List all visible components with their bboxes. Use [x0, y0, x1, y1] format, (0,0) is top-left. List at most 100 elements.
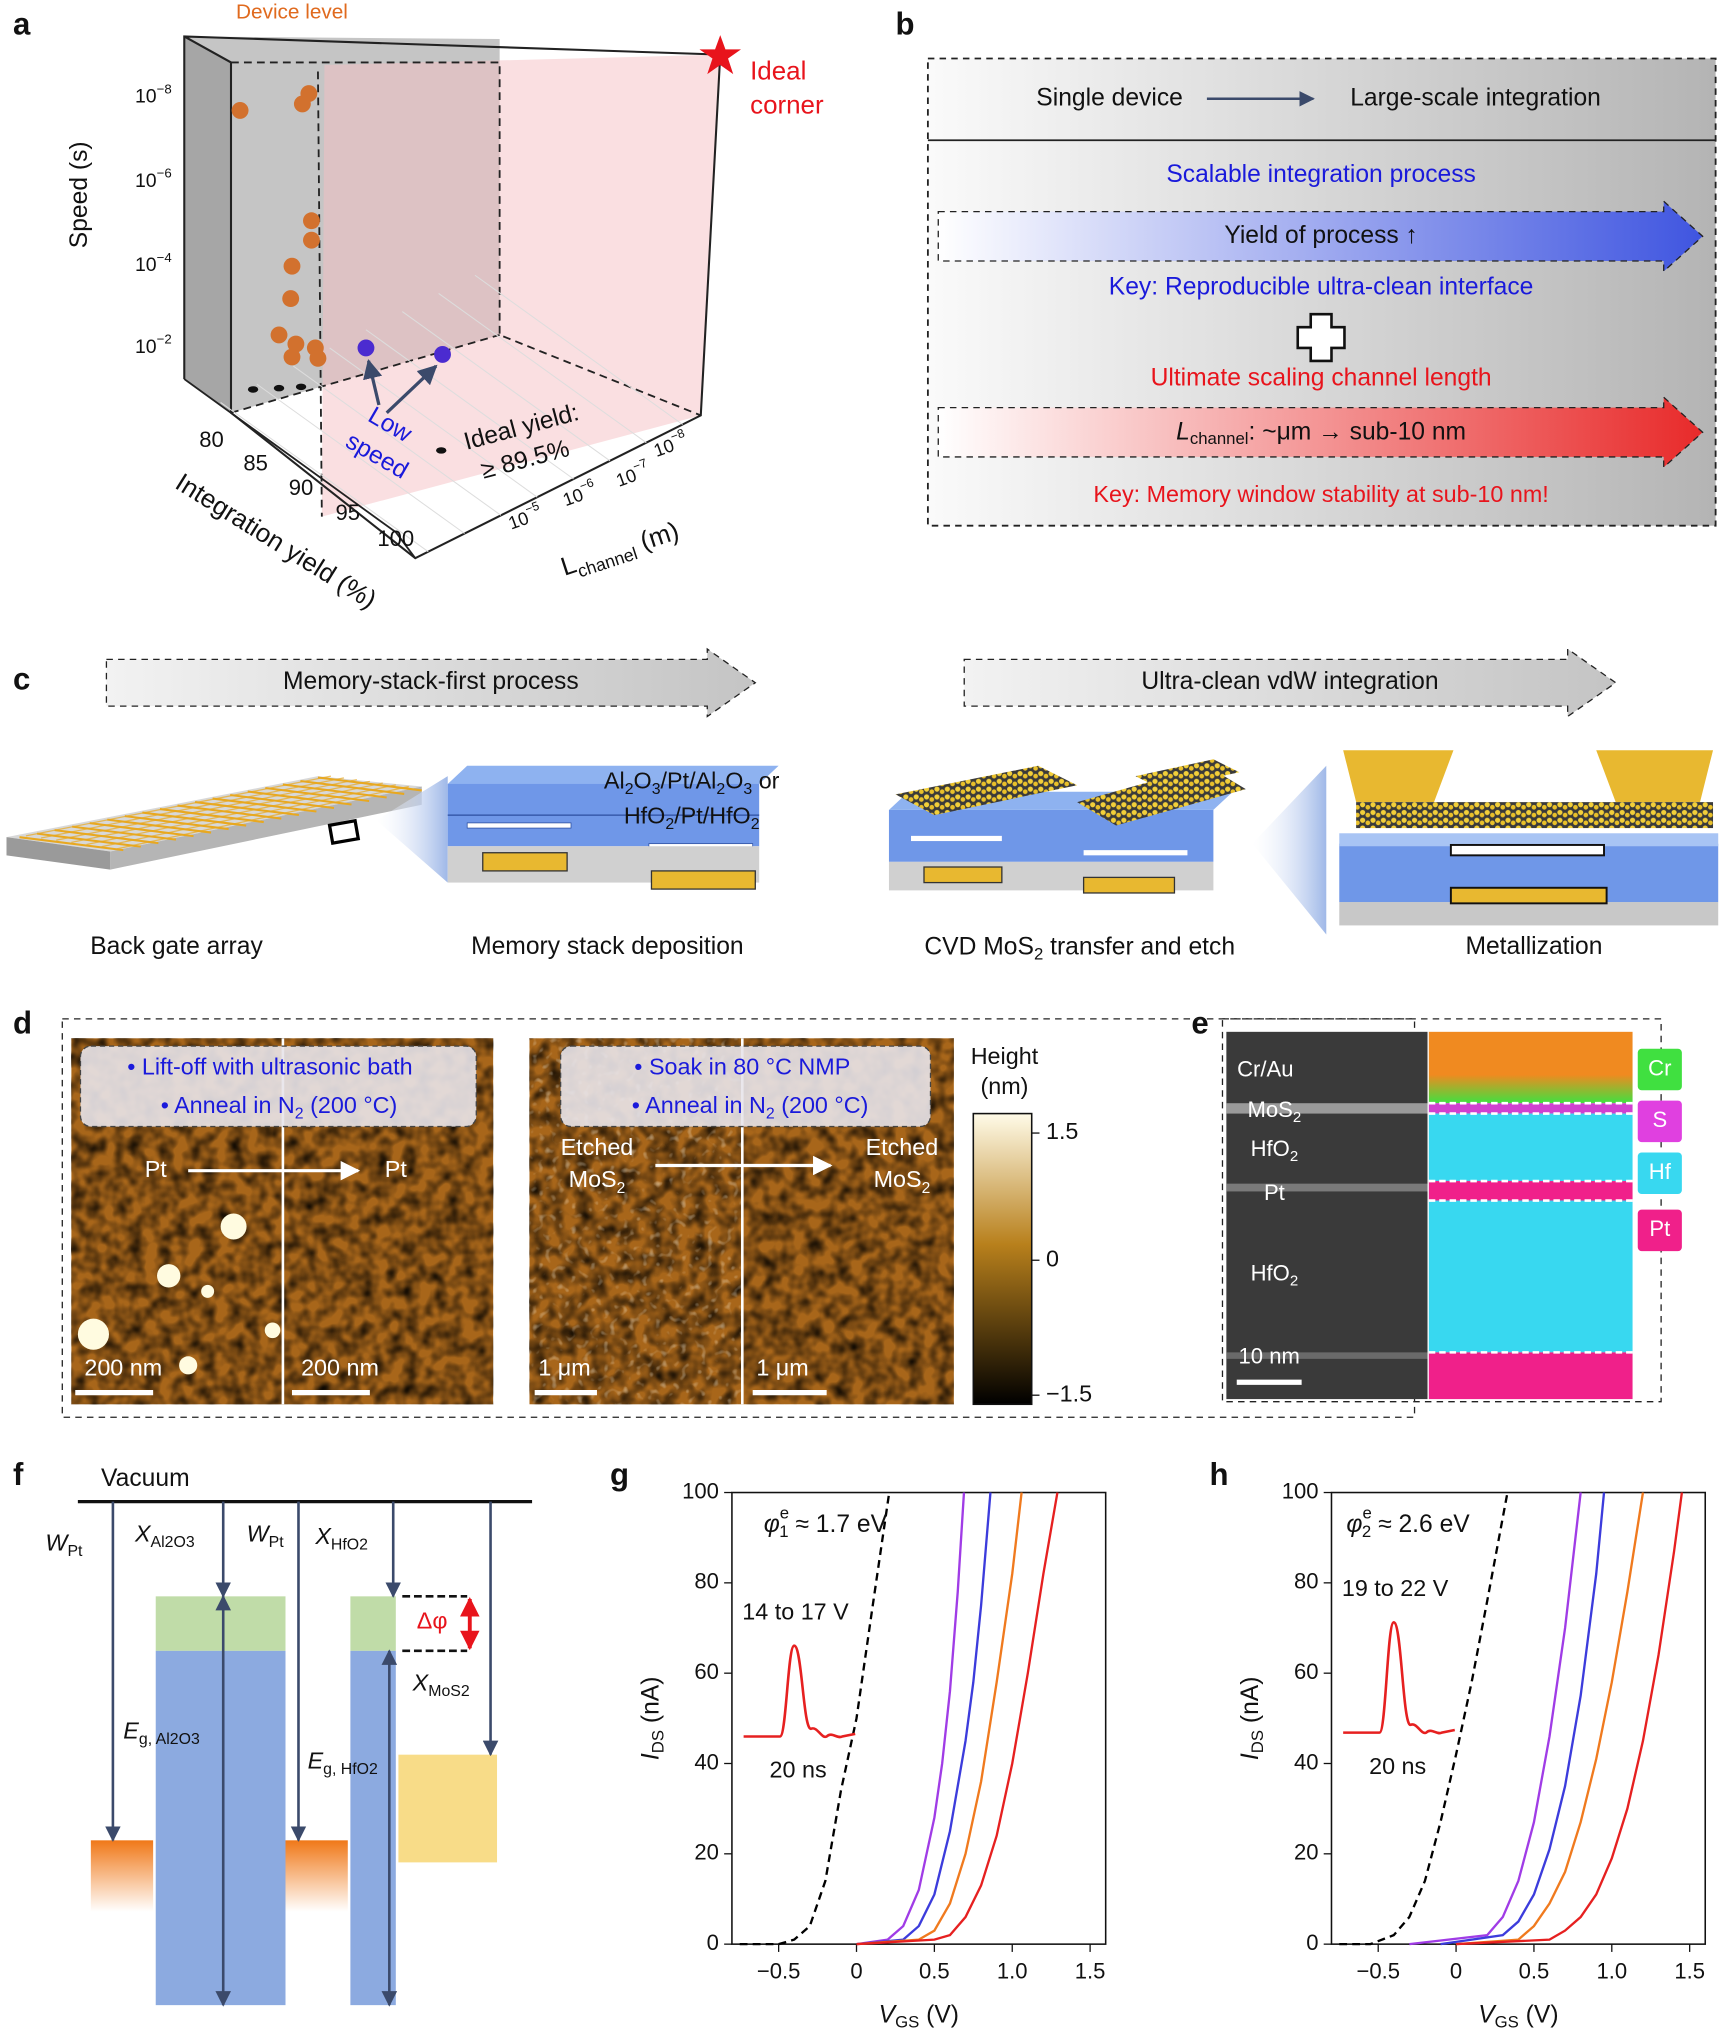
text-part: (nA): [1237, 1677, 1264, 1730]
caption: Memory stack deposition: [471, 933, 744, 960]
gate-line: [116, 785, 409, 850]
particle: [77, 1318, 110, 1350]
eds-top: [1428, 1031, 1633, 1104]
text-part: GS: [1495, 2013, 1519, 2032]
eds-hf: [1428, 1113, 1633, 1182]
mos2-flake: [895, 765, 1078, 816]
element-label: Hf: [1649, 1159, 1672, 1184]
x-tick-label: 0: [1450, 1959, 1462, 1984]
text-part: 2: [1290, 1273, 1298, 1290]
gate-line: [86, 782, 383, 846]
scale-label: 1 μm: [756, 1354, 808, 1380]
mos2-flake: [1077, 765, 1246, 826]
text-part: X: [412, 1670, 430, 1696]
frame: [183, 35, 722, 560]
text-part: MoS: [428, 1683, 461, 1700]
pt-strip: [1083, 850, 1188, 856]
element-key: [1637, 1100, 1682, 1143]
floor-grid: [220, 402, 429, 553]
text-part: 2: [1034, 945, 1043, 964]
process-arrow: [963, 647, 1617, 718]
floor-grid: [365, 329, 574, 480]
y-tick-label: 80: [1294, 1569, 1319, 1594]
pulse-label: 20 ns: [770, 1757, 827, 1783]
curve: [1456, 1492, 1684, 1946]
tick-label: 10−7: [612, 456, 653, 490]
gray-side: [184, 36, 231, 413]
x-tick-label: 1.0: [997, 1959, 1028, 1984]
text-part: −8: [669, 426, 687, 444]
base: [1339, 902, 1719, 926]
text-part: 2: [369, 1761, 378, 1778]
text-part: O: [179, 1731, 191, 1748]
floor-grid: [292, 365, 502, 516]
text-part: 2: [359, 1537, 368, 1554]
band-label: Δφ: [417, 1607, 448, 1633]
x-tick-label: 0.5: [919, 1959, 950, 1984]
y-tick-label: 100: [1282, 1478, 1319, 1503]
text-part: 2: [922, 1180, 931, 1197]
zoom-fan: [1252, 765, 1327, 935]
note: • Anneal in N2 (200 °C): [632, 1092, 869, 1122]
curve: [856, 1492, 1023, 1946]
text-part: /Pt/Al: [661, 768, 717, 794]
text-part: −4: [157, 249, 172, 264]
y-tick-label: 0: [1306, 1930, 1318, 1955]
yield-arrow: [937, 199, 1704, 273]
scale-label: 200 nm: [301, 1354, 379, 1380]
pointer: [385, 364, 438, 414]
gate: [1449, 886, 1608, 905]
text-part: 2: [617, 1180, 626, 1197]
text-part: V: [1478, 2001, 1497, 2028]
layer-label: HfO2: [1251, 1260, 1299, 1289]
low-speed-point: [434, 345, 451, 363]
panel-label: b: [895, 6, 914, 41]
pulse-label: 14 to 17 V: [742, 1598, 849, 1624]
gate: [1082, 876, 1176, 894]
text-part: X: [314, 1523, 332, 1549]
stack-top: [447, 765, 779, 784]
y-axis-label: IDS (nA): [637, 1677, 668, 1761]
device-point: [293, 95, 311, 113]
element-label: S: [1652, 1107, 1667, 1132]
tick-label: 85: [243, 451, 268, 476]
contact: [1596, 750, 1714, 803]
element-key: [1637, 1048, 1682, 1091]
floor-edge: [183, 378, 417, 559]
caption: Metallization: [1465, 933, 1602, 960]
pulse-inset: [1343, 1621, 1456, 1735]
text-part: φ: [764, 1510, 780, 1537]
particle: [201, 1284, 215, 1298]
text-part: X: [134, 1521, 152, 1547]
y-tick-label: 40: [1294, 1749, 1319, 1774]
pt-strip: [466, 822, 572, 829]
text-part: −7: [631, 456, 649, 474]
text-part: 10: [135, 170, 157, 192]
afm-label: MoS2: [569, 1166, 626, 1197]
text-part: −2: [157, 331, 172, 346]
curve: [1409, 1492, 1582, 1946]
panel-label: d: [13, 1006, 32, 1041]
scale-label: 1 μm: [538, 1354, 590, 1380]
text-part: transfer and etch: [1043, 933, 1235, 960]
text-part: MoS: [1248, 1097, 1293, 1122]
text-part: L: [1176, 418, 1190, 445]
text-part: 2: [295, 1106, 304, 1123]
x-axis-label: VGS (V): [879, 2001, 959, 2032]
text-part: g, HfO: [323, 1761, 369, 1778]
energy-label: φe 2 ≈ 2.6 eV: [1346, 1504, 1470, 1541]
process-arrow: [105, 647, 757, 718]
panel-label: a: [13, 6, 31, 41]
tick-label: 10−8: [135, 81, 172, 108]
zoom-fan: [376, 776, 448, 883]
floor-grid: [474, 274, 683, 425]
text-part: −6: [157, 165, 172, 180]
text-part: or: [752, 768, 779, 794]
text-part: −6: [578, 476, 596, 494]
panel-label: h: [1209, 1457, 1228, 1492]
layer-label: Pt: [1264, 1180, 1285, 1205]
mos2-flake: [1135, 759, 1240, 790]
floor-grid: [256, 383, 465, 534]
text-part: V: [879, 2001, 898, 2028]
zoom-box: [327, 818, 361, 846]
